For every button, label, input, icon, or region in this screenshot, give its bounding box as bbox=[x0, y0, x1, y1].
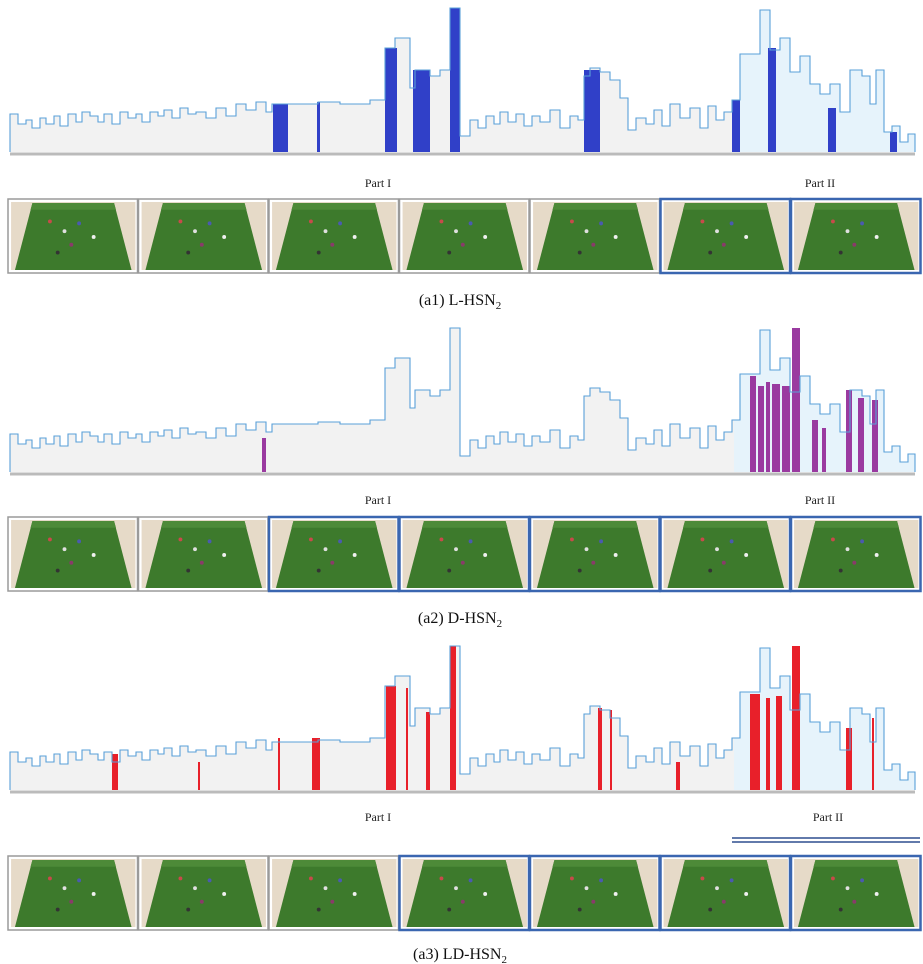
thumbnail bbox=[11, 202, 135, 270]
caption-sub: 2 bbox=[497, 618, 503, 630]
caption: (a1) L-HSN2 bbox=[419, 292, 501, 312]
thumbnail bbox=[664, 859, 788, 927]
caption: (a2) D-HSN2 bbox=[418, 610, 502, 630]
thumbnail bbox=[403, 520, 527, 588]
part-label: Part II bbox=[813, 810, 843, 824]
thumbnail bbox=[664, 202, 788, 270]
thumbnail bbox=[142, 202, 266, 270]
part-label: Part I bbox=[365, 493, 391, 507]
thumbnail bbox=[142, 520, 266, 588]
thumbnail-strip bbox=[8, 517, 921, 591]
thumbnail bbox=[533, 520, 657, 588]
thumbnail bbox=[794, 202, 918, 270]
thumbnail bbox=[11, 520, 135, 588]
figure: Part I Part II (a1) L-HSN2 Part I Part I… bbox=[0, 0, 923, 964]
caption-text: (a3) LD-HSN bbox=[413, 946, 502, 963]
thumbnail bbox=[272, 202, 396, 270]
thumbnail bbox=[533, 859, 657, 927]
plot-a3 bbox=[10, 646, 915, 792]
plot-a1 bbox=[10, 8, 915, 154]
plot-a2 bbox=[10, 328, 915, 474]
thumbnail bbox=[403, 859, 527, 927]
thumbnail bbox=[142, 859, 266, 927]
thumbnail bbox=[272, 859, 396, 927]
part-label: Part II bbox=[805, 493, 835, 507]
thumbnail bbox=[272, 520, 396, 588]
thumbnail bbox=[664, 520, 788, 588]
thumbnail bbox=[533, 202, 657, 270]
area bbox=[10, 8, 915, 152]
caption-text: (a1) L-HSN bbox=[419, 292, 496, 309]
thumbnail bbox=[794, 520, 918, 588]
caption: (a3) LD-HSN2 bbox=[413, 946, 507, 964]
thumbnail bbox=[11, 859, 135, 927]
thumbnail bbox=[794, 859, 918, 927]
caption-text: (a2) D-HSN bbox=[418, 610, 497, 627]
caption-sub: 2 bbox=[501, 954, 507, 964]
thumbnail bbox=[403, 202, 527, 270]
thumbnail-strip bbox=[8, 199, 921, 273]
part-label: Part I bbox=[365, 810, 391, 824]
thumbnail-strip bbox=[8, 856, 921, 930]
part-label: Part I bbox=[365, 176, 391, 190]
part-label: Part II bbox=[805, 176, 835, 190]
caption-sub: 2 bbox=[496, 300, 502, 312]
